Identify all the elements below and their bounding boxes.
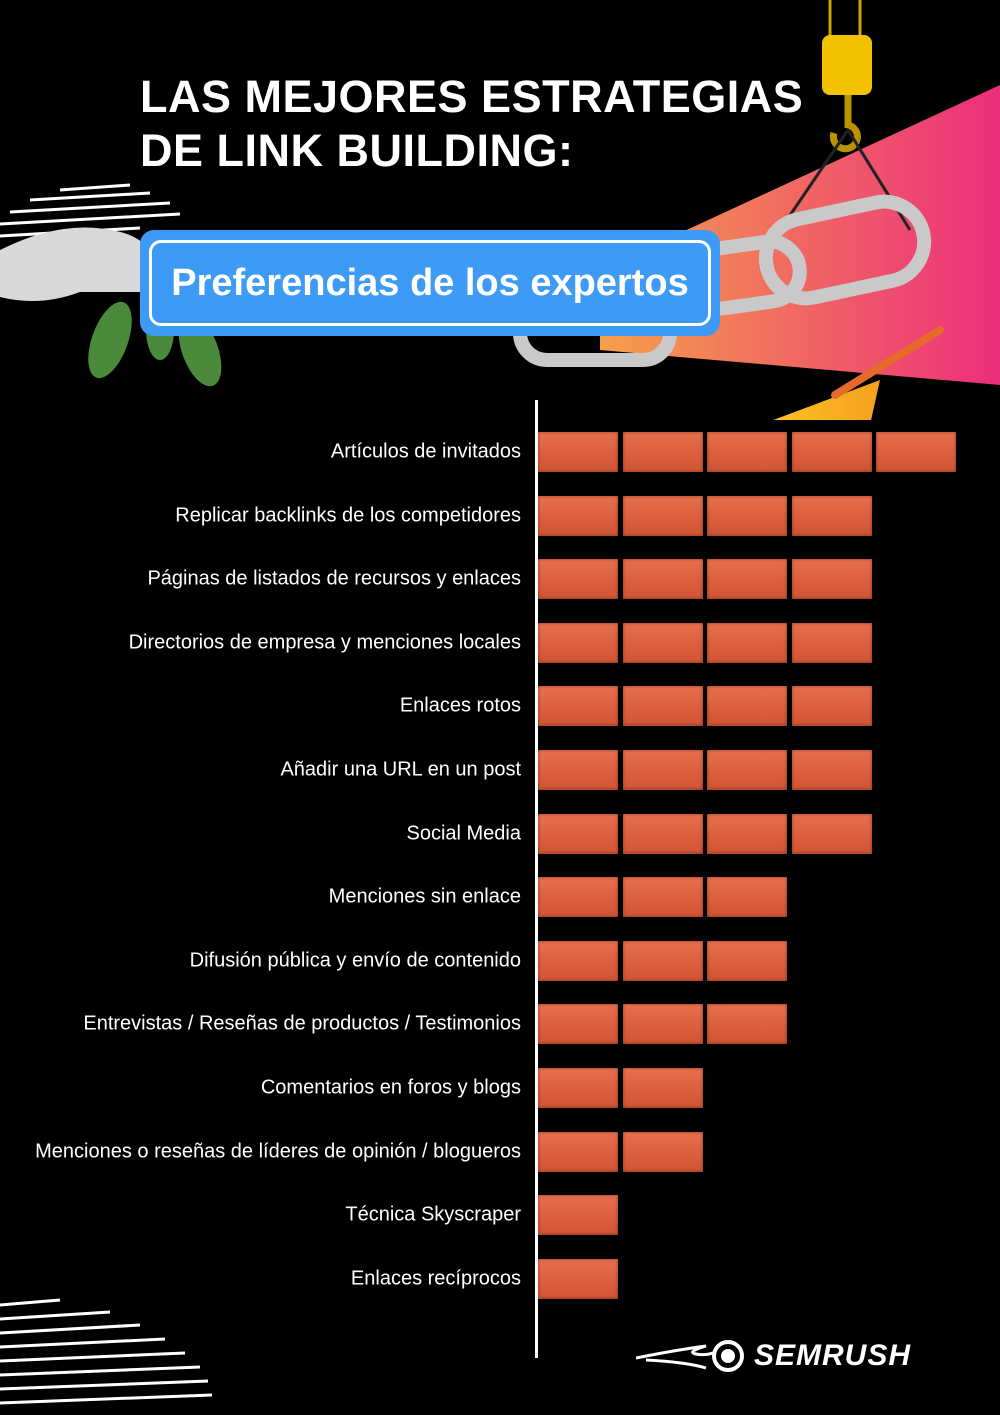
trowel-icon <box>773 380 880 420</box>
bar-brick <box>538 750 618 790</box>
bar-brick <box>538 1131 618 1172</box>
category-label: Social Media <box>406 822 521 845</box>
category-label: Enlaces recíprocos <box>350 1267 521 1290</box>
bar-brick <box>622 686 703 727</box>
bar-brick <box>622 940 703 981</box>
bar-brick <box>707 495 787 536</box>
fireball-icon <box>636 1340 744 1372</box>
bar-brick <box>538 940 618 981</box>
bar-brick <box>707 686 787 727</box>
bar-brick <box>707 432 787 472</box>
bar-brick <box>876 432 956 472</box>
semrush-logo: SEMRUSH <box>636 1338 911 1374</box>
bar-brick <box>538 1004 618 1045</box>
bar-brick <box>707 877 787 918</box>
bar-brick <box>622 495 703 536</box>
bar-brick <box>538 877 618 918</box>
title-line: DE LINK BUILDING: <box>140 125 574 176</box>
bar-brick <box>622 877 703 918</box>
bar-brick <box>622 1068 703 1108</box>
bar-brick <box>622 622 703 663</box>
bar-brick <box>707 1004 787 1045</box>
category-label: Páginas de listados de recursos y enlace… <box>147 567 521 590</box>
category-label: Añadir una URL en un post <box>280 758 521 781</box>
bar-brick <box>538 813 618 854</box>
bar-brick <box>791 750 872 790</box>
category-label: Replicar backlinks de los competidores <box>175 504 521 527</box>
category-label: Comentarios en foros y blogs <box>260 1076 521 1099</box>
page-title: LAS MEJORES ESTRATEGIAS DE LINK BUILDING… <box>140 70 803 178</box>
y-axis-line <box>535 400 538 1358</box>
bar-brick <box>538 622 618 663</box>
category-label: Técnica Skyscraper <box>345 1203 521 1226</box>
stripes-decoration <box>0 183 181 238</box>
bar-brick <box>538 1068 618 1108</box>
category-label: Difusión pública y envío de contenido <box>189 949 521 972</box>
category-label: Entrevistas / Reseñas de productos / Tes… <box>83 1012 521 1035</box>
crane-hook-icon <box>822 35 872 95</box>
category-label: Artículos de invitados <box>330 440 521 463</box>
bar-brick <box>791 686 872 727</box>
category-label: Enlaces rotos <box>399 694 521 717</box>
bar-brick <box>622 1131 703 1172</box>
bar-brick <box>622 813 703 854</box>
bar-brick <box>791 495 872 536</box>
bar-brick <box>538 686 618 727</box>
bar-brick <box>791 559 872 600</box>
subtitle-box: Preferencias de los expertos <box>140 230 720 336</box>
category-label: Menciones o reseñas de líderes de opinió… <box>35 1140 521 1163</box>
brand-name: SEMRUSH <box>754 1339 912 1372</box>
bar-brick <box>538 495 618 536</box>
bar-brick <box>707 750 787 790</box>
bar-brick <box>791 622 872 663</box>
bar-brick <box>707 622 787 663</box>
bar-brick <box>538 432 618 472</box>
bar-brick <box>622 432 703 472</box>
bar-brick <box>622 559 703 600</box>
bar-brick <box>622 1004 703 1045</box>
category-label: Directorios de empresa y menciones local… <box>128 631 521 654</box>
bar-brick <box>538 1258 618 1299</box>
bar-brick <box>707 940 787 981</box>
bar-brick <box>791 432 872 472</box>
title-line: LAS MEJORES ESTRATEGIAS <box>140 71 804 122</box>
bar-brick <box>707 559 787 600</box>
bar-brick <box>538 559 618 600</box>
decoration <box>0 0 1000 420</box>
stripes-decoration <box>0 1298 213 1405</box>
bar-brick <box>538 1195 618 1236</box>
subtitle: Preferencias de los expertos <box>149 240 711 326</box>
bar-brick <box>622 750 703 790</box>
category-label: Menciones sin enlace <box>328 885 521 908</box>
bar-brick <box>791 813 872 854</box>
hand-icon <box>0 227 161 301</box>
bar-brick <box>707 813 787 854</box>
